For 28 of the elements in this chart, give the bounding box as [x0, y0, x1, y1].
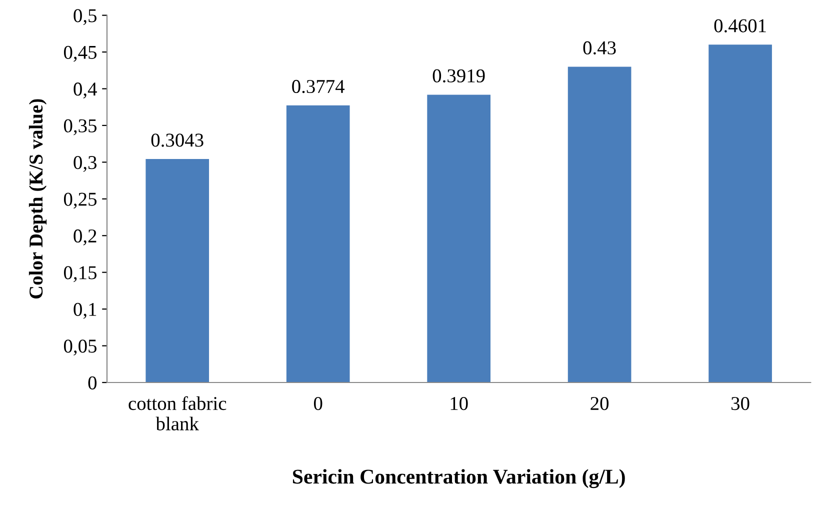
x-tick-label: cotton fabric blank: [128, 396, 226, 430]
data-label: 0.3043: [151, 134, 204, 147]
bar: [568, 66, 632, 382]
y-tick-label: 0,05: [64, 340, 97, 356]
y-tick-label: 0,1: [74, 302, 96, 319]
y-axis-title: Color Depth (K/S value): [28, 99, 47, 299]
data-label: 0.3774: [292, 80, 345, 94]
y-tick-label: 0,4: [74, 82, 97, 98]
y-tick-label: 0,2: [74, 229, 96, 246]
bar: [286, 105, 350, 382]
data-label: 0.3919: [432, 69, 485, 82]
bar: [427, 94, 490, 382]
y-tick-label: 0,25: [64, 192, 97, 209]
y-tick-label: 0,3: [74, 156, 97, 172]
y-tick-label: 0,5: [74, 9, 97, 26]
x-tick-label: 10: [450, 396, 468, 410]
data-label: 0.43: [583, 41, 616, 55]
y-tick-label: 0: [88, 376, 97, 390]
x-tick-label: 20: [590, 396, 609, 410]
y-tick-label: 0,35: [64, 119, 97, 136]
x-tick-label: 30: [731, 396, 750, 410]
x-tick-label: 0: [314, 396, 322, 410]
bar: [146, 159, 210, 382]
y-tick-label: 0,45: [64, 46, 97, 62]
y-tick-label: 0,15: [64, 266, 97, 282]
data-label: 0.4601: [714, 19, 766, 32]
bar: [708, 44, 772, 382]
x-axis-title: Sericin Concentration Variation (g/L): [292, 469, 625, 488]
